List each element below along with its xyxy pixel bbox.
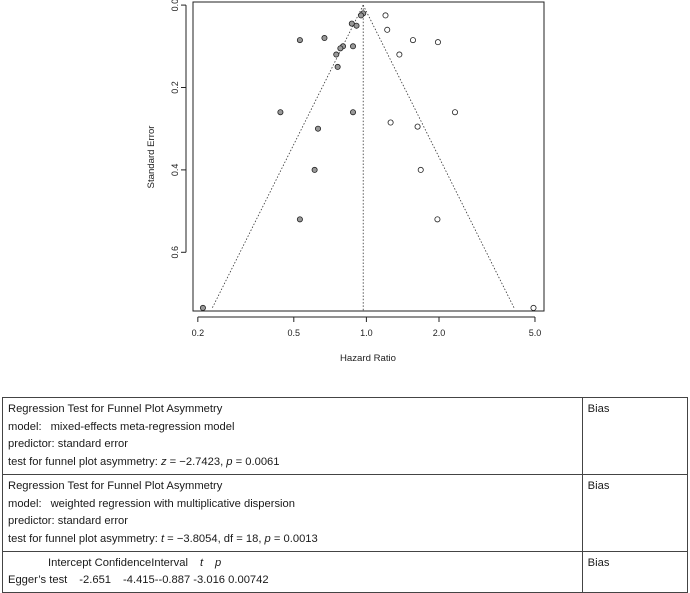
x-axis: 0.2 0.5 1.0 2.0 5.0 — [192, 316, 542, 338]
x-tick-label: 5.0 — [529, 328, 542, 338]
study-point-imputed — [451, 109, 458, 116]
statistic-symbol: t — [160, 532, 165, 545]
result-line: test for funnel plot asymmetry: z = −2.7… — [8, 454, 577, 472]
study-point-observed — [333, 51, 340, 58]
result-text: weighted regression with multiplicative … — [50, 497, 295, 510]
result-line: Regression Test for Funnel Plot Asymmetr… — [8, 401, 577, 419]
result-text: predictor: standard error — [8, 515, 129, 528]
study-point-imputed — [409, 37, 416, 44]
result-text: predictor: standard error — [8, 438, 129, 451]
x-tick-label: 0.5 — [288, 328, 301, 338]
statistic-symbol: p — [215, 556, 222, 569]
result-row: Intercept ConfidenceInterval t p Egger’s te… — [2, 550, 689, 593]
result-text: model: — [8, 497, 42, 510]
result-line: model: weighted regression with multiplic… — [8, 496, 577, 514]
study-point-observed — [321, 35, 328, 42]
result-text-cell: Regression Test for Funnel Plot Asymmetr… — [2, 397, 583, 475]
study-point-imputed — [417, 166, 424, 173]
study-point-imputed — [414, 123, 421, 130]
y-tick-label: 0.2 — [170, 81, 180, 94]
y-tick-label: 0.0 — [170, 0, 180, 11]
study-point-observed — [350, 43, 357, 50]
study-point-imputed — [382, 12, 389, 19]
study-point-observed — [334, 63, 341, 70]
result-line: Regression Test for Funnel Plot Asymmetr… — [8, 478, 577, 496]
result-text: = 0.0013 — [270, 532, 318, 545]
result-text: test for funnel plot asymmetry: — [8, 532, 161, 545]
result-text: Regression Test for Funnel Plot Asymmetr… — [8, 403, 223, 415]
y-tick-label: 0.4 — [170, 164, 180, 177]
statistic-symbol: t — [199, 556, 204, 569]
study-point-imputed — [434, 216, 441, 223]
bias-label: Bias — [581, 550, 689, 593]
result-row: Regression Test for Funnel Plot Asymmetr… — [2, 473, 689, 552]
result-text: Intercept ConfidenceInterval — [48, 556, 188, 569]
study-point-imputed — [530, 304, 537, 311]
result-line: Intercept ConfidenceInterval t p — [8, 555, 577, 573]
plot-frame — [192, 1, 545, 312]
result-line: predictor: standard error — [8, 513, 577, 531]
result-text: Regression Test for Funnel Plot Asymmetr… — [8, 479, 223, 492]
study-point-observed — [277, 109, 284, 116]
result-line: Egger’s test -2.651 -4.415--0.887 -3.016 0… — [8, 572, 577, 590]
x-tick-label: 2.0 — [433, 328, 446, 338]
bias-label: Bias — [581, 397, 689, 475]
result-line: predictor: standard error — [8, 436, 577, 454]
x-axis-label: Hazard Ratio — [340, 353, 396, 364]
result-text: = −2.7423, — [166, 456, 227, 469]
result-text: = −3.8054, df = 18, — [164, 532, 265, 545]
funnel-right-line — [362, 4, 515, 309]
statistic-symbol: z — [160, 456, 167, 469]
study-point-observed — [199, 304, 206, 311]
study-point-imputed — [396, 51, 403, 58]
y-tick-label: 0.6 — [170, 246, 180, 259]
study-point-observed — [315, 125, 322, 132]
x-tick-label: 0.2 — [192, 328, 205, 338]
statistic-symbol: p — [226, 456, 233, 469]
y-axis-label: Standard Error — [146, 125, 157, 189]
study-point-observed — [311, 166, 318, 173]
study-point-observed — [337, 45, 344, 52]
result-text-cell: Regression Test for Funnel Plot Asymmetr… — [2, 473, 583, 552]
result-text: = 0.0061 — [232, 456, 280, 469]
study-point-observed — [350, 109, 357, 116]
funnel-lines — [211, 4, 515, 311]
result-text: test for funnel plot asymmetry: — [8, 456, 161, 469]
result-text-cell: Intercept ConfidenceInterval t p Egger’s te… — [2, 550, 583, 593]
result-text: model: — [8, 420, 42, 433]
x-tick-label: 1.0 — [360, 328, 373, 338]
result-text: mixed-effects meta-regression model — [50, 420, 235, 433]
bias-label: Bias — [581, 473, 689, 552]
study-point-observed — [296, 216, 303, 223]
study-point-imputed — [387, 119, 394, 126]
result-text: Egger’s test — [8, 574, 68, 587]
regression-test-table: Regression Test for Funnel Plot Asymmetr… — [2, 397, 689, 593]
study-points — [199, 10, 537, 311]
result-line: test for funnel plot asymmetry: t = −3.8… — [8, 531, 577, 549]
result-row: Regression Test for Funnel Plot Asymmetr… — [2, 397, 689, 475]
funnel-plot: 0.2 0.5 1.0 2.0 5.0 0.0 0.2 0.4 0.6 Hazard Rati… — [146, 0, 545, 364]
result-text: -4.415--0.887 -3.016 0.00742 — [123, 574, 269, 587]
study-point-observed — [353, 22, 360, 29]
result-line: model: mixed-effects meta-regression mode… — [8, 419, 577, 437]
result-text: -2.651 — [79, 574, 112, 587]
study-point-imputed — [434, 39, 441, 46]
statistic-symbol: p — [264, 532, 271, 545]
study-point-imputed — [384, 26, 391, 33]
y-axis: 0.0 0.2 0.4 0.6 — [170, 0, 187, 259]
study-point-observed — [296, 37, 303, 44]
study-point-observed — [358, 12, 365, 19]
